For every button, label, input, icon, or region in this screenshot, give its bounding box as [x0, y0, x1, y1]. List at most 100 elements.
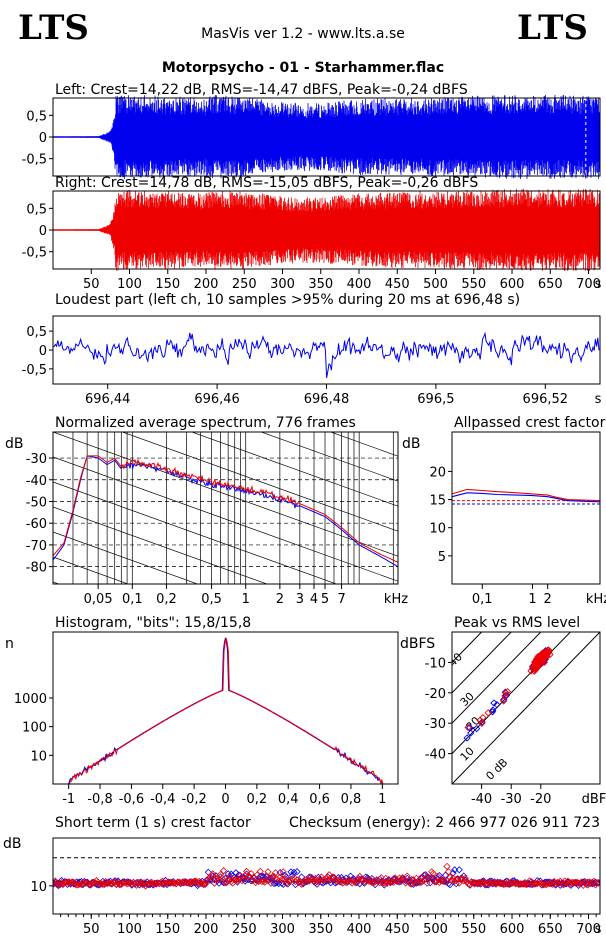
- histogram-series-right: [66, 637, 387, 785]
- spectrum-frame: [52, 431, 399, 585]
- short-crest-point: [220, 879, 228, 887]
- loudest-xtick-label: 696,48: [304, 392, 350, 407]
- short-crest-point: [455, 866, 463, 874]
- short-crest-point: [85, 880, 93, 889]
- histogram-yunit: n: [5, 636, 14, 652]
- short-crest-point: [200, 880, 208, 888]
- short-crest-point: [235, 871, 243, 879]
- short-crest-point: [293, 868, 301, 876]
- short-crest-point: [218, 874, 226, 882]
- loudest-trace: [52, 331, 600, 378]
- allpass-frame: [451, 431, 601, 585]
- right_wave-xtick-label: 550: [461, 277, 486, 292]
- right_wave-xtick-label: 250: [232, 277, 257, 292]
- short-crest-point: [478, 878, 486, 887]
- histogram-ytick-label: 100: [22, 721, 47, 736]
- short-crest-point: [440, 876, 448, 884]
- spectrum-slope-line: [53, 506, 268, 584]
- short-crest-point: [451, 877, 459, 885]
- short-crest-point: [434, 872, 442, 880]
- short-crest-point: [339, 879, 347, 887]
- spectrum-slope-line: [53, 531, 199, 584]
- short-crest-point: [115, 881, 124, 889]
- short-crest-point: [247, 870, 255, 878]
- peak-vs-rms-point: [531, 664, 540, 672]
- short-crest-xtick-label: 650: [538, 922, 563, 937]
- short-crest-point: [420, 871, 428, 879]
- short-crest-point: [65, 878, 73, 886]
- peak-vs-rms-point: [541, 649, 549, 657]
- short-crest-point: [593, 879, 600, 887]
- short-crest-point: [495, 879, 503, 887]
- peak-vs-rms-point: [490, 699, 498, 707]
- loudest-chart: Loudest part (left ch, 10 samples >95% d…: [22, 292, 602, 407]
- peak-vs-rms-point: [503, 687, 512, 696]
- short-crest-point: [276, 873, 284, 881]
- short-crest-point: [91, 879, 99, 887]
- short-crest-point: [278, 875, 286, 883]
- short-crest-point: [158, 877, 166, 885]
- short-crest-point: [89, 878, 98, 886]
- histogram-xtick-label: -0,8: [87, 792, 112, 807]
- loudest-xtick-label: 696,5: [417, 392, 454, 407]
- short-crest-point: [501, 880, 509, 888]
- spectrum-xtick-label: 5: [321, 592, 329, 607]
- short-crest-point: [232, 876, 240, 884]
- peak-vs-rms-diagonal: [452, 632, 512, 694]
- short-crest-point: [431, 878, 439, 886]
- short-crest-point: [155, 879, 163, 887]
- short-crest-point: [400, 876, 408, 884]
- short-crest-point: [518, 880, 526, 888]
- right_wave-chart: Right: Crest=14,78 dB, RMS=-15,05 dBFS, …: [22, 175, 602, 292]
- short-crest-points: [53, 862, 600, 890]
- short-crest-xtick-label: 250: [232, 922, 257, 937]
- short-crest-point: [345, 875, 353, 883]
- short-crest-point: [578, 878, 586, 886]
- short-crest-point: [512, 880, 520, 888]
- spectrum-slope-line: [53, 657, 398, 781]
- right_wave-xtick-label: 650: [538, 277, 563, 292]
- peak-vs-rms-diagonal: [452, 632, 600, 784]
- short-crest-point: [446, 881, 454, 889]
- short-crest-point: [308, 875, 316, 884]
- short-crest-point: [437, 876, 445, 884]
- short-crest-xtick-label: 100: [117, 922, 142, 937]
- short-crest-xtick-label: 700: [576, 922, 601, 937]
- spectrum-ytick-label: -30: [26, 452, 47, 467]
- short-crest-point: [168, 879, 176, 887]
- short-crest-point: [555, 879, 563, 888]
- short-crest-point: [119, 879, 127, 887]
- peak-vs-rms-diagonal: [452, 632, 542, 724]
- short-crest-point: [252, 878, 260, 887]
- right_wave-xtick-label: 450: [385, 277, 410, 292]
- histogram-title: Histogram, "bits": 15,8/15,8: [55, 615, 251, 631]
- allpass-xunit: kHz: [586, 592, 606, 607]
- short-crest-point: [285, 877, 293, 885]
- peak-vs-rms-point: [532, 665, 540, 674]
- allpass-title: Allpassed crest factor: [454, 415, 606, 431]
- short-crest-point: [145, 880, 153, 888]
- short-crest-point: [333, 878, 341, 886]
- short-crest-point: [56, 881, 64, 889]
- peak-vs-rms-point: [478, 718, 486, 726]
- short-crest-point: [272, 869, 280, 877]
- peak-vs-rms-point: [476, 716, 484, 724]
- allpass-ytick-label: 20: [429, 465, 446, 480]
- short-crest-xtick-label: 600: [500, 922, 525, 937]
- histogram-xtick-label: 0,8: [341, 792, 362, 807]
- allpass-ytick-label: 5: [438, 550, 446, 565]
- short-crest-xtick-label: 350: [308, 922, 333, 937]
- right_wave-xtick-label: 50: [83, 277, 100, 292]
- short-crest-xtick-label: 150: [155, 922, 180, 937]
- short-crest-point: [425, 875, 433, 883]
- right_wave-xtick-label: 400: [347, 277, 372, 292]
- short-crest-point: [406, 877, 414, 885]
- short-crest-point: [59, 881, 67, 889]
- histogram-xtick-label: 1: [378, 792, 386, 807]
- short-crest-point: [256, 867, 264, 875]
- short-crest-point: [186, 880, 194, 888]
- short-crest-point: [334, 876, 342, 884]
- spectrum-slope-line: [53, 707, 398, 831]
- short-crest-point: [324, 877, 332, 885]
